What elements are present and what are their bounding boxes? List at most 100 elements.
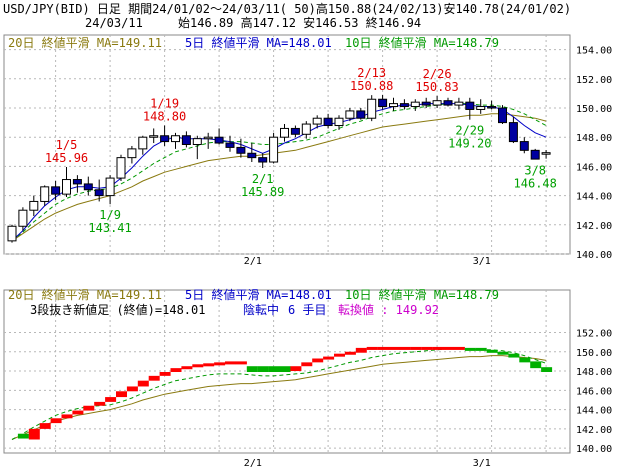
break-brick: [475, 347, 487, 351]
latest-date: 24/03/11: [85, 16, 143, 30]
candle: [476, 99, 486, 114]
candle: [105, 175, 115, 205]
break-brick: [105, 397, 117, 402]
candle-body: [236, 146, 246, 154]
candle: [323, 113, 333, 129]
candle-body: [160, 135, 170, 143]
candle-body: [421, 101, 431, 106]
candle-body: [541, 152, 551, 155]
break-trend: 陰転中: [243, 302, 279, 317]
candle: [171, 132, 180, 149]
candle: [378, 94, 388, 110]
candle: [301, 121, 311, 139]
y-tick-label: 142.00: [576, 425, 612, 436]
y-tick-label: 140.00: [576, 444, 612, 455]
y-tick-label: 150.00: [576, 104, 612, 115]
break-brick: [225, 361, 236, 365]
candle-body: [323, 117, 333, 127]
candle: [487, 100, 497, 110]
break-brick: [235, 361, 247, 365]
candle-body: [181, 135, 191, 146]
candle: [214, 128, 224, 145]
break-brick: [497, 351, 509, 355]
break-brick: [377, 346, 389, 350]
candle-body: [312, 117, 322, 125]
break-brick: [530, 361, 542, 369]
legend2-ma5: 5日 終値平滑 MA=148.01: [185, 287, 332, 302]
annotation-value: 149.20: [448, 137, 491, 151]
break-brick: [83, 405, 95, 411]
break-brick: [334, 353, 345, 357]
candle: [269, 132, 279, 164]
candle-body: [258, 157, 268, 163]
candle-body: [290, 127, 300, 135]
y-tick-label: 144.00: [576, 406, 612, 417]
candle: [40, 185, 50, 206]
candle-body: [476, 106, 486, 110]
candle-body: [214, 136, 224, 144]
annotation-value: 150.83: [415, 80, 458, 94]
annotation-value: 145.96: [45, 151, 88, 165]
candle-body: [94, 189, 104, 197]
y-tick-label: 154.00: [576, 46, 612, 57]
break-brick: [355, 347, 367, 353]
candle-body: [116, 157, 126, 179]
annotation-value: 143.41: [88, 221, 131, 235]
chart-header: USD/JPY(BID) 日足 期間24/01/02～24/03/11( 50)…: [0, 0, 624, 34]
y-tick-label: 148.00: [576, 133, 612, 144]
x-tick-label: 2/1: [244, 256, 262, 267]
candle: [508, 116, 518, 144]
candle-body: [356, 110, 366, 119]
legend2-ma20: 20日 終値平滑 MA=149.11: [8, 287, 162, 302]
break-brick: [519, 357, 531, 363]
annotation-value: 146.48: [514, 176, 557, 190]
break-brick: [312, 358, 324, 363]
candle: [160, 125, 170, 146]
x-tick-label: 3/1: [473, 256, 491, 267]
break-brick: [432, 346, 444, 350]
legend-ma20: 20日 終値平滑 MA=149.11: [8, 35, 162, 50]
y-tick-label: 146.00: [576, 386, 612, 397]
annotation-value: 145.89: [241, 185, 284, 199]
break-brick: [301, 362, 313, 367]
candle-body: [389, 103, 398, 108]
ma20-line-lower: [11, 355, 547, 440]
candle-body: [334, 117, 344, 127]
break-brick: [28, 428, 40, 440]
candle: [454, 97, 464, 110]
break-brick: [126, 386, 138, 392]
legend2-ma10: 10日 終値平滑 MA=148.79: [345, 287, 499, 302]
annotation-date: 3/8: [524, 163, 546, 177]
candle-body: [127, 148, 137, 159]
annotation-date: 2/1: [252, 172, 274, 186]
candle: [62, 166, 71, 198]
candle: [519, 137, 529, 154]
candle: [399, 99, 409, 110]
candle: [247, 143, 257, 163]
candle-body: [29, 200, 39, 211]
candle-body: [149, 135, 159, 138]
candle-body: [105, 177, 115, 197]
annotation-value: 150.88: [350, 79, 393, 93]
break-brick: [116, 391, 127, 398]
y-tick-label: 152.00: [576, 328, 612, 339]
candle-body: [345, 110, 355, 119]
candle: [356, 108, 366, 120]
candle: [7, 224, 17, 243]
candle: [83, 176, 93, 196]
candle: [334, 115, 344, 130]
annotation-date: 2/29: [455, 124, 484, 138]
candle: [258, 153, 268, 169]
break-brick: [61, 414, 73, 419]
candle-body: [7, 225, 17, 242]
candle-body: [83, 183, 93, 191]
candle: [367, 95, 377, 122]
candle-body: [498, 107, 507, 124]
candle-body: [51, 186, 61, 195]
break-brick: [410, 346, 422, 350]
candle: [138, 135, 148, 155]
break-brick: [50, 418, 62, 424]
x-tick-label: 2/1: [244, 458, 262, 469]
candle: [149, 128, 159, 144]
candle-body: [465, 101, 475, 110]
